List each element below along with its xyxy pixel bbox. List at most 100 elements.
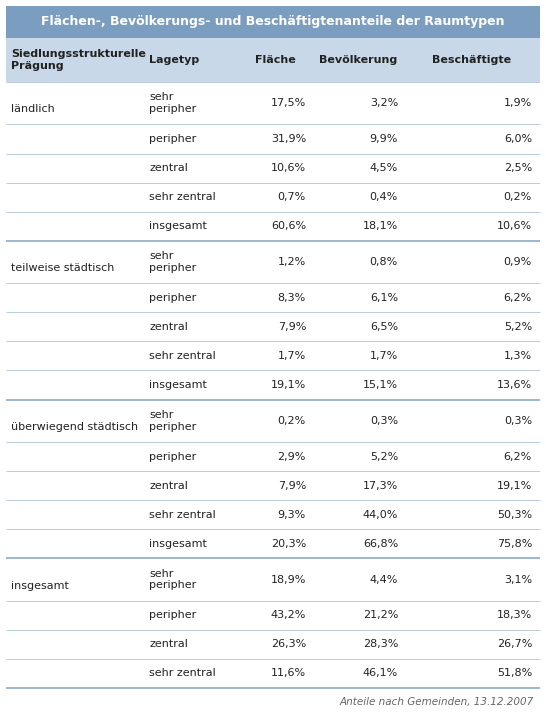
Text: 1,7%: 1,7%: [370, 351, 398, 361]
Bar: [6, 342, 540, 370]
Text: 19,1%: 19,1%: [497, 480, 532, 490]
Text: 43,2%: 43,2%: [271, 610, 306, 620]
Text: 17,3%: 17,3%: [363, 480, 398, 490]
Text: 19,1%: 19,1%: [271, 380, 306, 390]
Text: Beschäftigte: Beschäftigte: [432, 55, 512, 65]
Text: ländlich: ländlich: [11, 105, 55, 115]
Text: 2,9%: 2,9%: [277, 452, 306, 462]
Text: sehr
peripher: sehr peripher: [149, 251, 196, 273]
Text: 1,2%: 1,2%: [278, 257, 306, 267]
Text: 75,8%: 75,8%: [497, 538, 532, 548]
Text: 50,3%: 50,3%: [497, 510, 532, 520]
Text: 9,3%: 9,3%: [278, 510, 306, 520]
Text: sehr zentral: sehr zentral: [149, 192, 216, 202]
Text: Siedlungsstrukturelle
Prägung: Siedlungsstrukturelle Prägung: [11, 49, 146, 71]
Bar: [6, 82, 540, 125]
Text: zentral: zentral: [149, 480, 188, 490]
Text: 11,6%: 11,6%: [271, 669, 306, 679]
Text: insgesamt: insgesamt: [149, 221, 207, 231]
Text: sehr zentral: sehr zentral: [149, 510, 216, 520]
Text: peripher: peripher: [149, 293, 196, 303]
Bar: [6, 284, 540, 312]
Text: 18,3%: 18,3%: [497, 610, 532, 620]
Text: 6,5%: 6,5%: [370, 322, 398, 332]
Bar: [6, 183, 540, 212]
Text: Anteile nach Gemeinden, 13.12.2007: Anteile nach Gemeinden, 13.12.2007: [340, 697, 534, 707]
Text: 0,3%: 0,3%: [370, 416, 398, 426]
Text: 66,8%: 66,8%: [363, 538, 398, 548]
Bar: [6, 400, 540, 442]
Text: 0,4%: 0,4%: [370, 192, 398, 202]
Text: 5,2%: 5,2%: [370, 452, 398, 462]
Bar: [6, 241, 540, 284]
Text: 5,2%: 5,2%: [504, 322, 532, 332]
Text: 26,3%: 26,3%: [271, 639, 306, 649]
Text: 6,0%: 6,0%: [504, 134, 532, 144]
Text: insgesamt: insgesamt: [11, 581, 69, 591]
Text: zentral: zentral: [149, 163, 188, 173]
Bar: [6, 500, 540, 529]
Bar: [6, 6, 540, 38]
Text: Lagetyp: Lagetyp: [149, 55, 199, 65]
Text: 1,7%: 1,7%: [278, 351, 306, 361]
Text: 3,2%: 3,2%: [370, 98, 398, 108]
Bar: [6, 153, 540, 183]
Text: 7,9%: 7,9%: [277, 480, 306, 490]
Bar: [6, 630, 540, 659]
Text: 6,2%: 6,2%: [504, 452, 532, 462]
Text: 15,1%: 15,1%: [363, 380, 398, 390]
Text: peripher: peripher: [149, 610, 196, 620]
Text: sehr zentral: sehr zentral: [149, 351, 216, 361]
Text: 0,2%: 0,2%: [504, 192, 532, 202]
Text: 0,8%: 0,8%: [370, 257, 398, 267]
Text: peripher: peripher: [149, 452, 196, 462]
Bar: [6, 558, 540, 601]
Text: insgesamt: insgesamt: [149, 538, 207, 548]
Text: sehr
peripher: sehr peripher: [149, 569, 196, 591]
Text: 6,2%: 6,2%: [504, 293, 532, 303]
Text: 4,4%: 4,4%: [370, 574, 398, 584]
Text: 21,2%: 21,2%: [363, 610, 398, 620]
Text: 0,3%: 0,3%: [504, 416, 532, 426]
Text: 17,5%: 17,5%: [271, 98, 306, 108]
Text: 0,7%: 0,7%: [278, 192, 306, 202]
Text: 7,9%: 7,9%: [277, 322, 306, 332]
Text: Fläche: Fläche: [254, 55, 295, 65]
Text: zentral: zentral: [149, 639, 188, 649]
Bar: [6, 529, 540, 558]
Text: 9,9%: 9,9%: [370, 134, 398, 144]
Text: 28,3%: 28,3%: [363, 639, 398, 649]
Text: sehr
peripher: sehr peripher: [149, 410, 196, 432]
Text: 26,7%: 26,7%: [497, 639, 532, 649]
Bar: [6, 442, 540, 471]
Bar: [6, 38, 540, 82]
Text: 60,6%: 60,6%: [271, 221, 306, 231]
Bar: [6, 312, 540, 342]
Text: 10,6%: 10,6%: [497, 221, 532, 231]
Bar: [6, 125, 540, 153]
Text: teilweise städtisch: teilweise städtisch: [11, 263, 114, 273]
Text: 46,1%: 46,1%: [363, 669, 398, 679]
Text: 1,3%: 1,3%: [504, 351, 532, 361]
Text: zentral: zentral: [149, 322, 188, 332]
Text: 2,5%: 2,5%: [504, 163, 532, 173]
Text: 51,8%: 51,8%: [497, 669, 532, 679]
Bar: [6, 212, 540, 241]
Text: 18,1%: 18,1%: [363, 221, 398, 231]
Bar: [6, 601, 540, 630]
Text: 3,1%: 3,1%: [504, 574, 532, 584]
Text: überwiegend städtisch: überwiegend städtisch: [11, 422, 138, 432]
Text: Flächen-, Bevölkerungs- und Beschäftigtenanteile der Raumtypen: Flächen-, Bevölkerungs- und Beschäftigte…: [41, 16, 505, 29]
Text: 20,3%: 20,3%: [271, 538, 306, 548]
Text: 10,6%: 10,6%: [271, 163, 306, 173]
Text: 13,6%: 13,6%: [497, 380, 532, 390]
Text: 0,2%: 0,2%: [278, 416, 306, 426]
Text: Bevölkerung: Bevölkerung: [319, 55, 397, 65]
Bar: [6, 659, 540, 688]
Text: peripher: peripher: [149, 134, 196, 144]
Text: 1,9%: 1,9%: [504, 98, 532, 108]
Text: 18,9%: 18,9%: [271, 574, 306, 584]
Text: 8,3%: 8,3%: [278, 293, 306, 303]
Text: 4,5%: 4,5%: [370, 163, 398, 173]
Text: 31,9%: 31,9%: [271, 134, 306, 144]
